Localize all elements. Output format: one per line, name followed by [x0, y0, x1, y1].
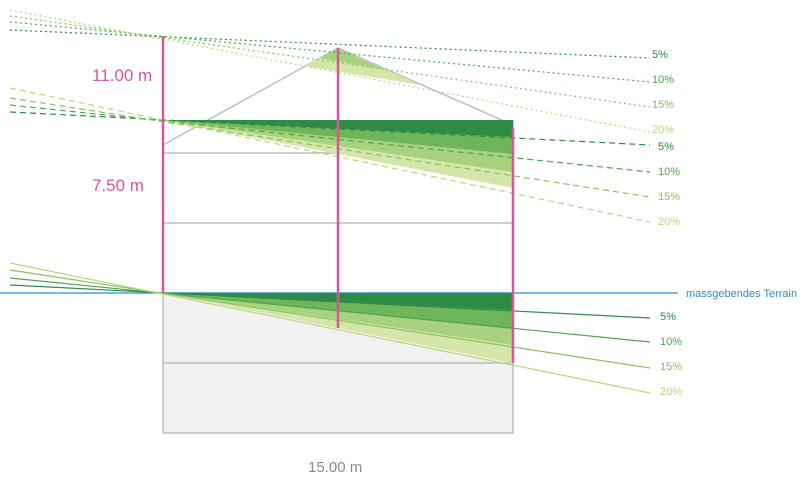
terrain-slope-line-20 [9, 262, 651, 394]
eave-pct-10: 10% [658, 166, 680, 178]
terrain-slope-line-15 [9, 269, 651, 369]
eave-pct-15: 15% [658, 191, 680, 203]
terrain-pct-15: 15% [660, 361, 682, 373]
terrain-pct-10: 10% [660, 336, 682, 348]
roof-slope-line-10 [9, 21, 651, 83]
height-total-label: 11.00 m [92, 66, 152, 85]
roof-slope-line-5 [9, 29, 651, 59]
eave-slope-line-20 [9, 87, 651, 223]
height-eave-label: 7.50 m [92, 176, 144, 195]
roof-band-10 [320, 48, 385, 70]
roof-pct-10: 10% [652, 74, 674, 86]
terrain-slope-line-10 [9, 277, 651, 343]
eave-slope-line-15 [9, 97, 651, 198]
eave-slope-line-5 [9, 111, 651, 146]
roof-pct-15: 15% [652, 99, 674, 111]
eave-slope-line-10 [9, 104, 651, 173]
terrain-pct-20: 20% [660, 386, 682, 398]
eave-pct-20: 20% [658, 216, 680, 228]
terrain-pct-5: 5% [660, 311, 676, 323]
roof-pct-5: 5% [652, 49, 668, 61]
eave-pct-5: 5% [658, 141, 674, 153]
roof-pct-20: 20% [652, 124, 674, 136]
terrain-slope-line-5 [9, 284, 651, 319]
terrain-label: massgebendes Terrain [686, 288, 797, 300]
width-label: 15.00 m [308, 459, 362, 476]
roof-slope-line-20 [9, 9, 651, 133]
